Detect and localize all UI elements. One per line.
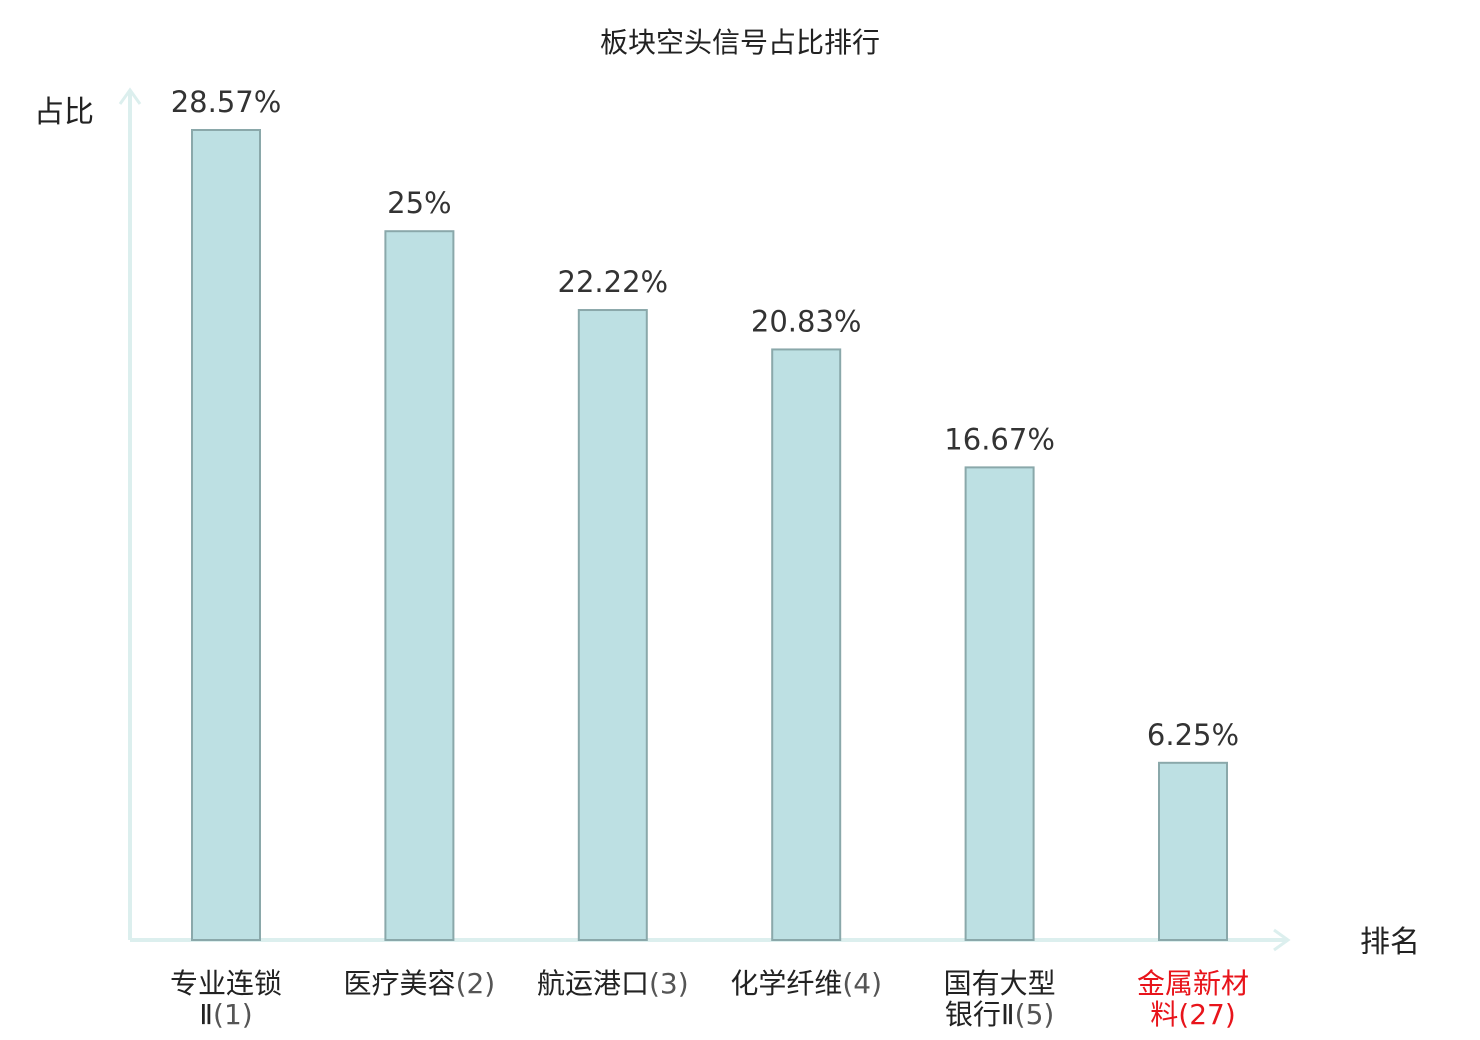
- x-tick-label: 国有大型银行Ⅱ(5): [944, 967, 1056, 1031]
- x-tick-label: 化学纤维(4): [730, 967, 882, 1000]
- x-tick-label: 医疗美容(2): [344, 967, 496, 1000]
- data-label: 20.83%: [751, 304, 862, 338]
- data-label: 25%: [387, 186, 451, 220]
- data-label: 22.22%: [558, 265, 669, 299]
- data-label: 16.67%: [944, 422, 1055, 456]
- value-labels-group: 28.57% 25% 22.22% 20.83% 16.67% 6.25%: [171, 85, 1239, 752]
- y-axis-label: 占比: [34, 95, 94, 130]
- bar: [771, 348, 842, 941]
- y-axis-arrow: [118, 87, 142, 105]
- bar: [191, 129, 261, 941]
- chart-title: 板块空头信号占比排行: [600, 26, 880, 59]
- x-tick-label: 专业连锁 Ⅱ(1): [170, 967, 282, 1031]
- bar: [1158, 761, 1228, 942]
- x-axis-label: 排名: [1360, 925, 1420, 960]
- bar: [384, 230, 455, 942]
- x-axis-arrow: [1273, 928, 1291, 952]
- category-labels-group: 专业连锁 Ⅱ(1) 医疗美容(2) 航运港口(3) 化学纤维(4) 国有大型银行Ⅱ(5) 金…: [170, 967, 1249, 1031]
- x-tick-label: 航运港口(3): [537, 967, 689, 1000]
- data-label: 28.57%: [171, 85, 282, 119]
- bars-group: [191, 129, 1228, 942]
- bar: [964, 466, 1035, 941]
- data-label: 6.25%: [1147, 718, 1239, 752]
- bar: [577, 309, 648, 941]
- x-tick-label: 金属新材料(27): [1137, 967, 1249, 1031]
